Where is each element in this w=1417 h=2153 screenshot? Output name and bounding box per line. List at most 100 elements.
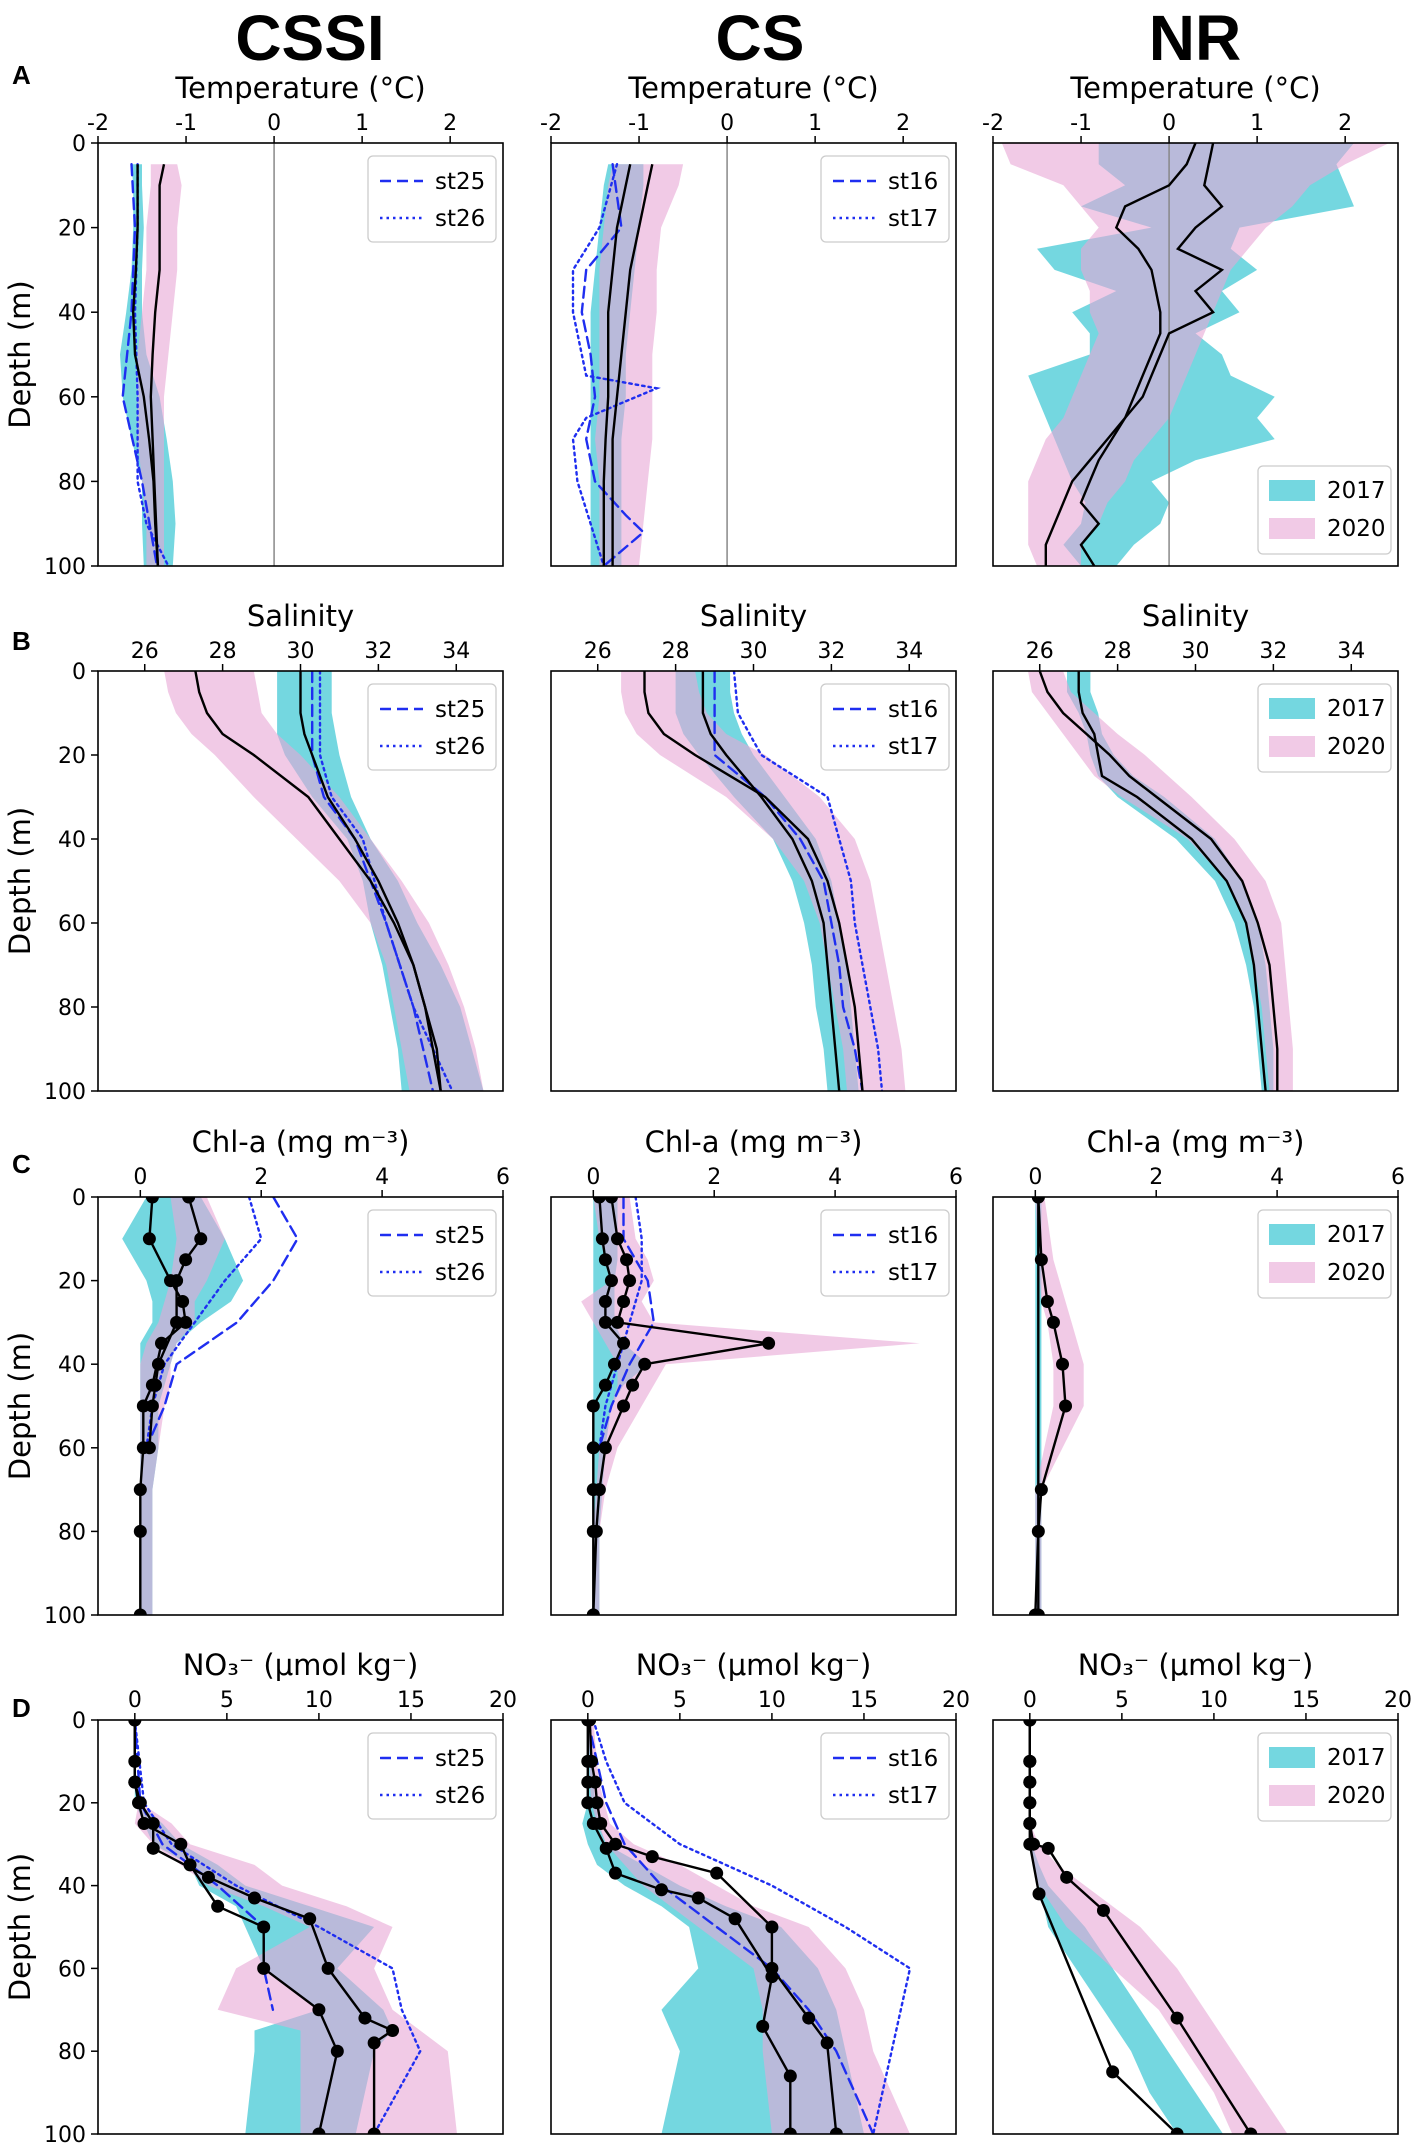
plot-area bbox=[1028, 1197, 1084, 1615]
mean-line-2017 bbox=[1079, 143, 1225, 566]
axes-frame bbox=[992, 142, 1399, 567]
band-2020 bbox=[137, 164, 182, 566]
data-point bbox=[586, 1399, 600, 1413]
panel-nitrate-nr: 0 5 10 15 20 NO₃⁻ (μmol kg⁻) 2017 2020 bbox=[992, 1648, 1412, 2135]
station-line-st16 bbox=[586, 1720, 875, 2134]
x-tick-label: 0 bbox=[1028, 1165, 1042, 1190]
data-point bbox=[592, 1483, 606, 1497]
axes-frame bbox=[992, 1196, 1399, 1616]
data-point bbox=[1040, 1295, 1054, 1308]
axes-frame bbox=[992, 1719, 1399, 2135]
band-2017 bbox=[122, 1197, 244, 1615]
x-tick-label: 6 bbox=[496, 1165, 510, 1190]
y-tick-label: 0 bbox=[72, 132, 86, 157]
band-2020 bbox=[621, 671, 906, 1091]
data-point bbox=[303, 1912, 317, 1926]
x-axis-label: Chl-a (mg m⁻³) bbox=[1087, 1125, 1305, 1159]
x-tick-label: 2 bbox=[1149, 1165, 1163, 1190]
data-point bbox=[330, 2044, 344, 2058]
band-2020 bbox=[164, 671, 484, 1091]
plot-area bbox=[1028, 671, 1293, 1091]
x-tick-label: 28 bbox=[209, 639, 237, 664]
legend-box bbox=[367, 155, 497, 243]
plot-area bbox=[128, 1720, 458, 2134]
data-point bbox=[1023, 1720, 1037, 1727]
x-tick-label: 32 bbox=[1259, 639, 1287, 664]
legend-swatch-y2020 bbox=[1269, 736, 1315, 757]
station-line-st17 bbox=[732, 671, 884, 1091]
data-point bbox=[312, 2127, 326, 2134]
data-point bbox=[598, 1253, 612, 1267]
axes-frame bbox=[97, 1719, 504, 2135]
panel-salinity-cssi: 26 28 30 32 34 0 20 40 60 80 100 Depth (m) Salinity s… bbox=[3, 599, 504, 1105]
x-tick-label: 32 bbox=[364, 639, 392, 664]
plot-area bbox=[621, 671, 906, 1091]
x-tick-label: 15 bbox=[397, 1688, 425, 1713]
x-tick-label: 20 bbox=[942, 1688, 970, 1713]
panel-salinity-nr: 26 28 30 32 34 Salinity 2017 2020 bbox=[992, 599, 1399, 1092]
data-point bbox=[247, 1891, 261, 1905]
y-tick-label: 100 bbox=[44, 1080, 86, 1105]
x-tick-label: -1 bbox=[1070, 111, 1092, 136]
data-point bbox=[1056, 1357, 1070, 1371]
x-tick-label: 0 bbox=[1162, 111, 1176, 136]
data-point bbox=[756, 2019, 770, 2033]
data-point bbox=[583, 1720, 597, 1727]
data-point bbox=[1060, 1870, 1074, 1884]
station-line-st26 bbox=[145, 1197, 263, 1450]
x-tick-label: 30 bbox=[740, 639, 768, 664]
x-axis-label: Salinity bbox=[1142, 599, 1249, 633]
row-letter-b: B bbox=[12, 626, 31, 656]
x-tick-label: 34 bbox=[1337, 639, 1365, 664]
x-tick-label: 34 bbox=[442, 639, 470, 664]
x-tick-label: 2 bbox=[707, 1165, 721, 1190]
column-title-nr: NR bbox=[1149, 2, 1241, 74]
station-line-st26 bbox=[318, 671, 454, 1091]
x-tick-label: 4 bbox=[1270, 1165, 1284, 1190]
x-tick-label: 0 bbox=[581, 1688, 595, 1713]
data-point bbox=[626, 1378, 640, 1392]
data-point bbox=[321, 1961, 335, 1975]
x-tick-label: -2 bbox=[540, 111, 562, 136]
y-tick-label: 40 bbox=[58, 301, 86, 326]
row-letter-d: D bbox=[12, 1693, 31, 1723]
x-axis-label: Chl-a (mg m⁻³) bbox=[192, 1125, 410, 1159]
data-point bbox=[594, 1817, 608, 1830]
data-point bbox=[1170, 2127, 1184, 2134]
data-point bbox=[145, 1197, 159, 1204]
x-axis-label: Salinity bbox=[700, 599, 807, 633]
legend: st25 st26 bbox=[367, 1209, 497, 1297]
data-point bbox=[604, 1274, 618, 1288]
x-tick-label: 20 bbox=[1384, 1688, 1412, 1713]
x-tick-label: 15 bbox=[850, 1688, 878, 1713]
data-point bbox=[176, 1295, 190, 1308]
x-tick-label: 0 bbox=[720, 111, 734, 136]
data-point bbox=[586, 1441, 600, 1455]
data-point bbox=[170, 1274, 184, 1288]
legend-label-st17: st17 bbox=[888, 1260, 938, 1286]
data-point bbox=[588, 1775, 602, 1789]
data-point bbox=[762, 1336, 776, 1350]
legend-box bbox=[820, 1732, 950, 1820]
data-point bbox=[581, 1796, 595, 1810]
x-tick-label: 0 bbox=[1023, 1688, 1037, 1713]
y-tick-label: 60 bbox=[58, 1957, 86, 1982]
data-point bbox=[154, 1336, 168, 1350]
data-point bbox=[589, 1524, 603, 1538]
x-tick-label: 0 bbox=[133, 1165, 147, 1190]
y-tick-label: 20 bbox=[58, 1270, 86, 1295]
plot-area bbox=[571, 143, 728, 566]
x-tick-label: 28 bbox=[1104, 639, 1132, 664]
data-point bbox=[610, 1232, 624, 1246]
mean-line-2020 bbox=[643, 671, 864, 1091]
mean-line-2020 bbox=[149, 163, 166, 566]
mean-line-2017 bbox=[1077, 671, 1267, 1091]
mean-line-2020 bbox=[611, 163, 654, 566]
data-point bbox=[1023, 1796, 1037, 1810]
data-point bbox=[182, 1197, 196, 1204]
y-axis-label: Depth (m) bbox=[3, 1332, 37, 1480]
data-point bbox=[590, 1796, 604, 1810]
data-point bbox=[136, 1399, 150, 1413]
data-point bbox=[133, 1524, 147, 1538]
x-tick-label: 4 bbox=[828, 1165, 842, 1190]
